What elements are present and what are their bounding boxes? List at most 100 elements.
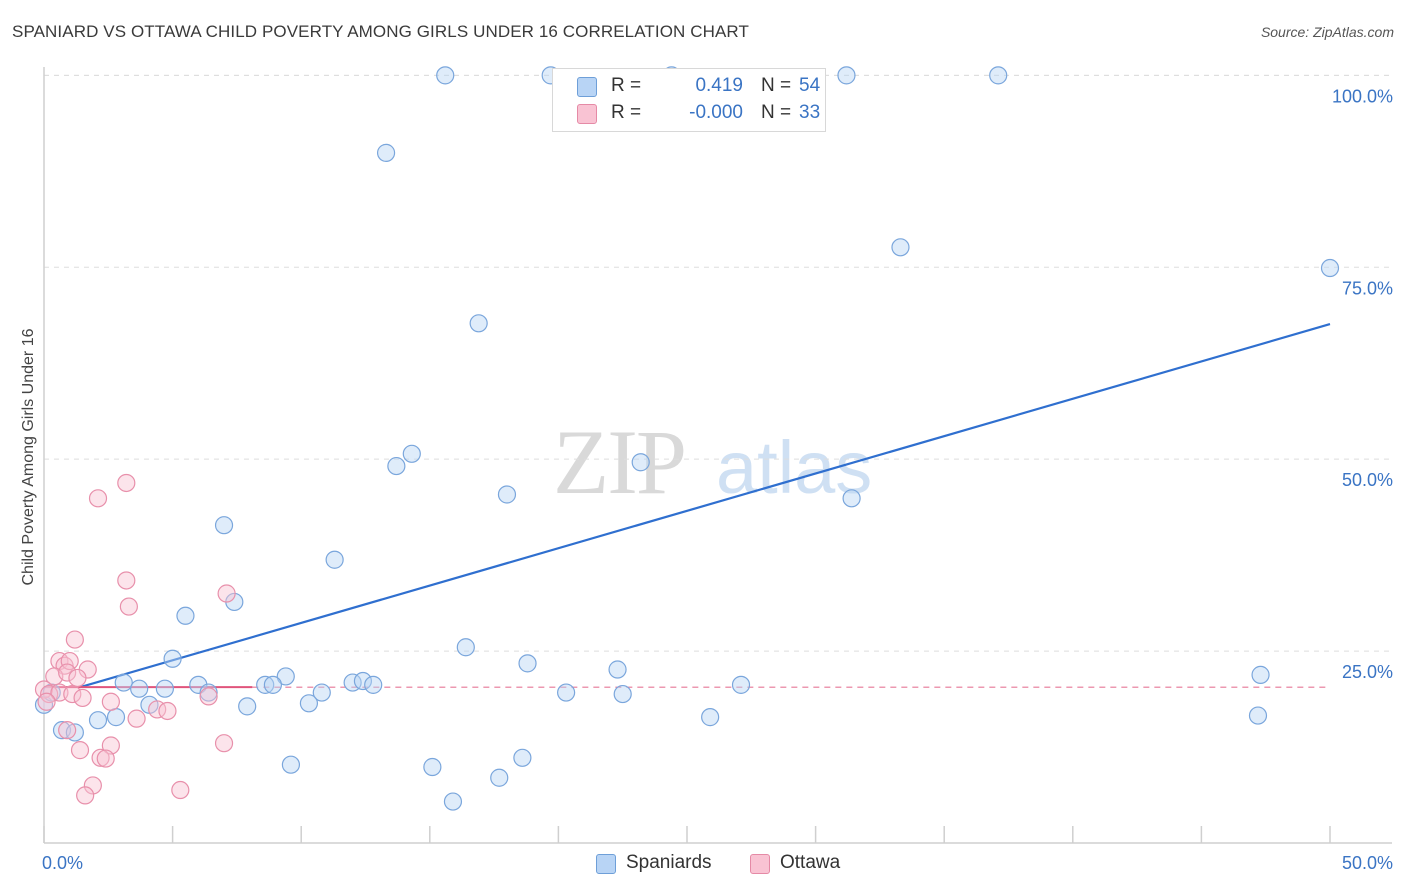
point-ottawa: [171, 780, 190, 800]
point-spaniards: [891, 238, 910, 257]
point-spaniards: [731, 675, 751, 694]
point-spaniards: [364, 675, 383, 694]
point-spaniards: [842, 489, 861, 508]
point-ottawa: [217, 584, 236, 603]
point-ottawa: [127, 709, 146, 728]
point-spaniards: [353, 671, 373, 691]
trend-line-spaniards: [79, 323, 1331, 689]
x-tick-label: 0.0%: [42, 853, 83, 873]
point-spaniards: [106, 708, 126, 727]
point-spaniards: [263, 675, 283, 694]
source-label: Source: ZipAtlas.com: [1260, 24, 1394, 40]
legend-swatch-ottawa: [577, 104, 597, 124]
point-spaniards: [163, 649, 182, 668]
point-spaniards: [557, 683, 576, 702]
point-spaniards: [189, 675, 208, 694]
bottom-legend-swatch-ottawa: [750, 854, 770, 874]
legend-r-label: R =: [611, 75, 642, 96]
point-ottawa: [117, 473, 136, 493]
point-spaniards: [1248, 706, 1268, 725]
point-ottawa: [63, 684, 82, 704]
point-spaniards: [176, 606, 195, 625]
legend-swatch-spaniards: [577, 77, 597, 97]
point-ottawa: [73, 688, 92, 708]
point-spaniards: [114, 673, 133, 692]
point-spaniards: [1251, 665, 1270, 684]
bottom-legend-swatch-spaniards: [596, 854, 616, 874]
y-tick-label: 100.0%: [1332, 86, 1393, 106]
y-tick-label: 50.0%: [1342, 470, 1393, 490]
y-tick-label: 75.0%: [1342, 278, 1393, 298]
point-ottawa: [68, 668, 87, 688]
point-spaniards: [631, 453, 650, 472]
legend-r-value-ottawa: -0.000: [689, 102, 743, 123]
point-ottawa: [58, 721, 77, 740]
point-spaniards: [608, 660, 627, 679]
point-ottawa: [199, 687, 218, 706]
point-spaniards: [402, 444, 421, 463]
x-tick-label: 50.0%: [1342, 853, 1393, 873]
gridlines: [44, 74, 1392, 652]
point-spaniards: [387, 456, 406, 476]
trend-lines: [44, 323, 1331, 689]
point-spaniards: [613, 684, 632, 704]
watermark-zip: ZIP: [553, 411, 685, 513]
point-ottawa: [101, 692, 120, 711]
legend-r-value-spaniards: 0.419: [695, 75, 743, 96]
point-spaniards: [88, 711, 108, 730]
point-spaniards: [376, 143, 396, 162]
point-spaniards: [155, 679, 174, 698]
legend-n-value-spaniards: 54: [799, 75, 821, 96]
point-spaniards: [238, 697, 257, 716]
point-spaniards: [199, 683, 218, 702]
bottom-legend-label-spaniards: Spaniards: [626, 852, 712, 873]
point-spaniards: [214, 516, 234, 535]
legend-n-label: N =: [761, 75, 792, 96]
point-spaniards: [281, 755, 301, 774]
point-spaniards: [325, 550, 344, 569]
point-ottawa: [58, 663, 77, 682]
point-spaniards: [299, 694, 319, 713]
point-spaniards: [423, 757, 442, 777]
point-ottawa: [214, 734, 234, 753]
correlation-legend: R = 0.419 N = 54 R = -0.000 N = 33: [552, 68, 826, 132]
point-spaniards: [276, 667, 295, 686]
legend-r-label: R =: [611, 102, 642, 123]
point-spaniards: [837, 66, 856, 85]
point-spaniards: [436, 66, 455, 85]
point-ottawa: [158, 701, 177, 721]
tick-labels: 25.0% 50.0% 75.0% 100.0% 0.0% 50.0%: [42, 86, 1393, 873]
point-spaniards: [701, 708, 720, 727]
legend-n-label: N =: [761, 102, 792, 123]
data-points: [34, 66, 1340, 811]
chart-title: SPANIARD VS OTTAWA CHILD POVERTY AMONG G…: [12, 22, 749, 41]
point-spaniards: [456, 638, 475, 657]
bottom-legend-label-ottawa: Ottawa: [780, 852, 841, 873]
point-spaniards: [1320, 258, 1340, 278]
y-tick-label: 25.0%: [1342, 662, 1393, 682]
y-axis-label: Child Poverty Among Girls Under 16: [20, 328, 37, 585]
legend-n-value-ottawa: 33: [799, 102, 821, 123]
point-spaniards: [518, 654, 537, 673]
point-ottawa: [88, 489, 108, 508]
point-spaniards: [256, 675, 275, 694]
point-spaniards: [490, 768, 509, 787]
point-spaniards: [469, 314, 488, 333]
point-spaniards: [312, 683, 331, 702]
point-spaniards: [497, 485, 517, 504]
point-ottawa: [65, 630, 84, 649]
point-ottawa: [91, 748, 110, 767]
point-spaniards: [443, 792, 463, 811]
point-ottawa: [60, 651, 79, 671]
point-ottawa: [117, 571, 136, 590]
point-spaniards: [989, 66, 1008, 85]
point-ottawa: [76, 786, 95, 805]
point-ottawa: [119, 597, 138, 616]
point-ottawa: [83, 776, 102, 795]
point-ottawa: [96, 749, 115, 768]
point-ottawa: [70, 741, 90, 760]
point-spaniards: [130, 679, 149, 698]
point-spaniards: [513, 748, 532, 767]
point-ottawa: [37, 692, 56, 711]
